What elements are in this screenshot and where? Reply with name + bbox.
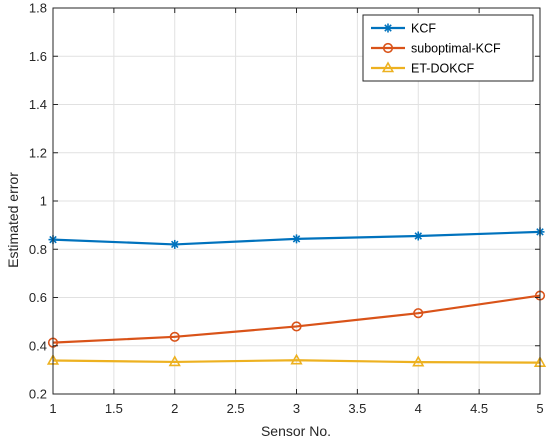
x-tick-label: 1 xyxy=(49,401,56,416)
y-tick-label: 1 xyxy=(40,194,47,209)
legend-entry: ET-DOKCF xyxy=(371,61,475,76)
x-tick-label: 1.5 xyxy=(105,401,123,416)
data-point xyxy=(170,239,180,249)
y-tick-label: 1.4 xyxy=(29,97,47,112)
data-point xyxy=(413,231,423,241)
data-point xyxy=(291,321,302,332)
legend-entry: KCF xyxy=(371,22,436,36)
x-tick-label: 4.5 xyxy=(470,401,488,416)
legend-label: KCF xyxy=(411,22,436,36)
series-line xyxy=(52,359,541,364)
x-tick-label: 3.5 xyxy=(348,401,366,416)
axes: 1 1.5 2 2.5 3 3.5 4 4.5 5 0.2 0.4 0.6 0.8 1 1.2 1.4 1.6 1… xyxy=(29,1,544,417)
data-point xyxy=(383,23,393,33)
data-point xyxy=(412,355,425,367)
data-point xyxy=(413,308,424,319)
y-axis-label: Estimated error xyxy=(5,172,21,268)
y-tick-label: 0.6 xyxy=(29,290,47,305)
data-point xyxy=(381,61,395,73)
y-tick-label: 1.8 xyxy=(29,1,47,16)
series-line xyxy=(52,294,541,344)
x-tick-label: 2 xyxy=(171,401,178,416)
x-tick-label: 3 xyxy=(293,401,300,416)
y-tick-label: 0.2 xyxy=(29,387,47,402)
y-tick-label: 1.6 xyxy=(29,49,47,64)
plot-area xyxy=(46,227,547,367)
x-tick-label: 5 xyxy=(536,401,543,416)
legend-label: suboptimal-KCF xyxy=(411,42,501,56)
legend-entry: suboptimal-KCF xyxy=(371,42,501,56)
y-tick-label: 1.2 xyxy=(29,145,47,160)
legend: KCF suboptimal-KCF ET-DOKCF xyxy=(362,14,534,82)
data-point xyxy=(292,234,301,244)
data-point xyxy=(290,353,303,365)
x-tick-label: 4 xyxy=(415,401,422,416)
y-tick-label: 0.8 xyxy=(29,242,47,257)
y-tick-label: 0.4 xyxy=(29,338,47,353)
data-point xyxy=(382,42,394,54)
legend-label: ET-DOKCF xyxy=(411,62,475,76)
x-axis-label: Sensor No. xyxy=(261,423,331,439)
data-point xyxy=(169,331,180,342)
x-tick-label: 2.5 xyxy=(227,401,245,416)
data-point xyxy=(168,355,181,367)
